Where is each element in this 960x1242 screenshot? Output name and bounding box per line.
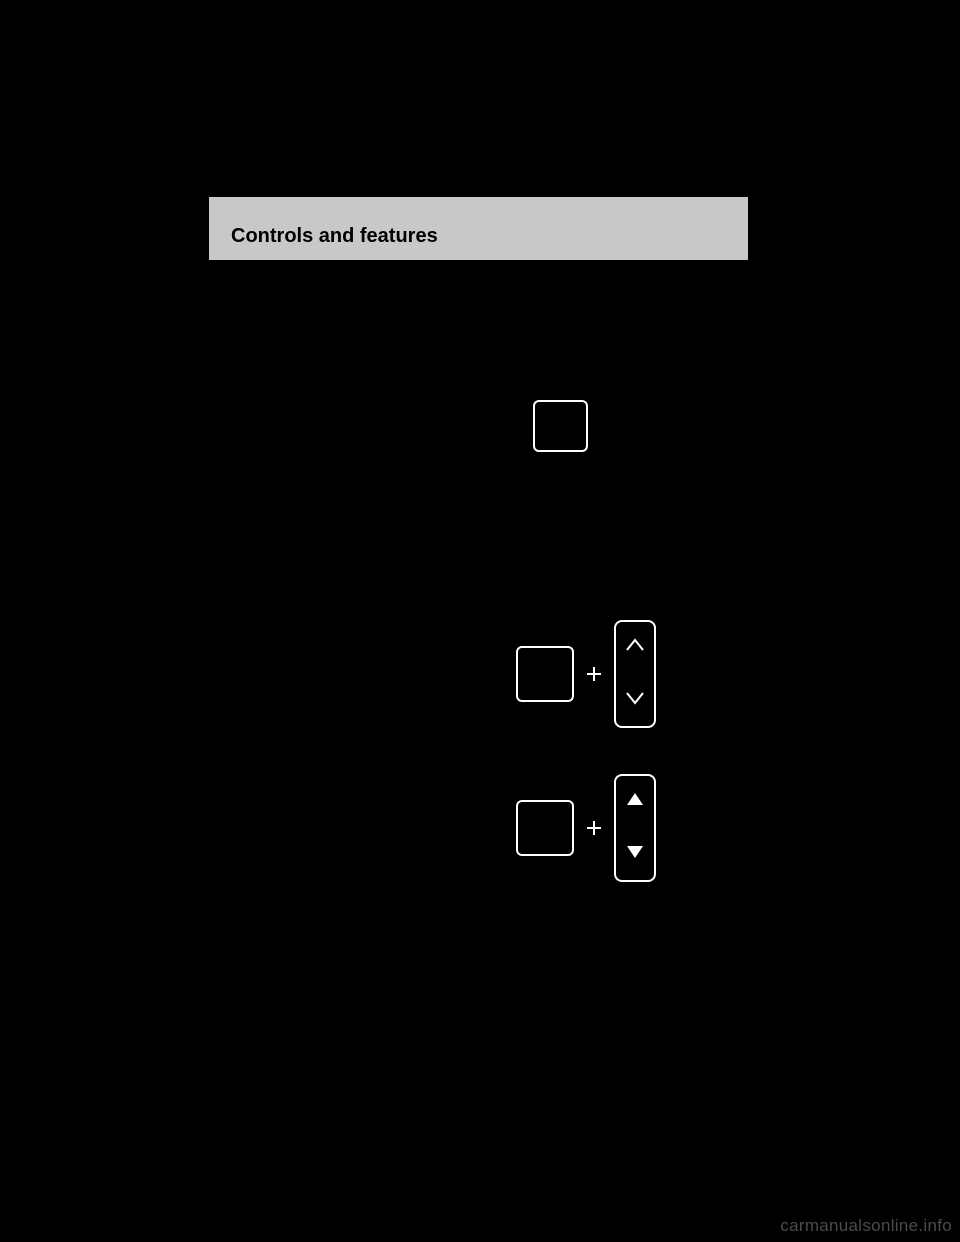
watermark-text: carmanualsonline.info [780,1216,952,1236]
chevron-up-outline-icon [625,638,645,657]
plus-icon [586,820,602,836]
button-plus-seek-diagram [516,620,656,728]
page-content [209,260,748,1072]
plus-icon [586,666,602,682]
chevron-down-outline-icon [625,691,645,710]
tune-rocker-diagram [614,774,656,882]
control-button-diagram [516,800,574,856]
control-button-diagram [516,646,574,702]
section-header: Controls and features [209,197,748,260]
control-button-diagram [533,400,588,452]
document-page: Controls and features [209,197,748,1072]
triangle-down-solid-icon [626,845,644,864]
triangle-up-solid-icon [626,792,644,811]
seek-rocker-diagram [614,620,656,728]
button-plus-tune-diagram [516,774,656,882]
section-title: Controls and features [231,225,438,248]
